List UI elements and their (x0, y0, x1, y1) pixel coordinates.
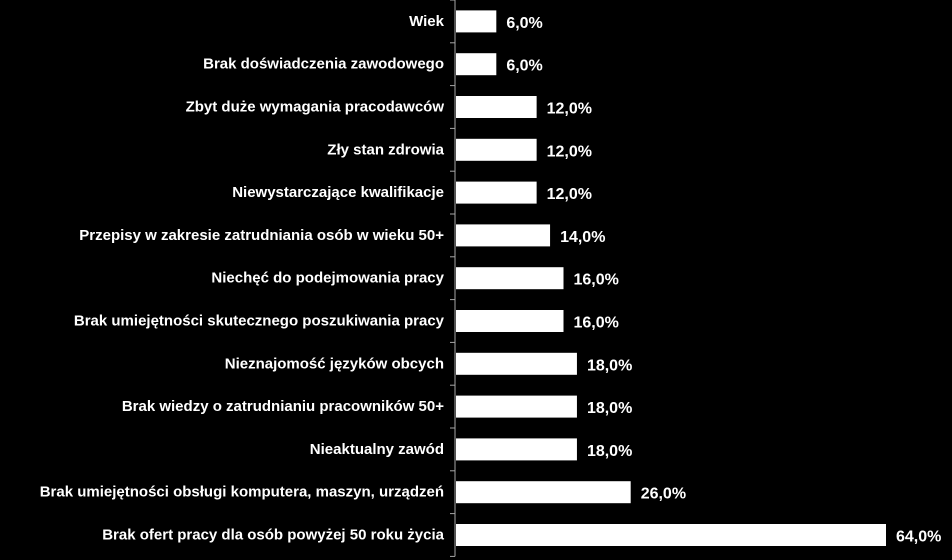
value-label: 12,0% (547, 143, 592, 160)
bar (456, 438, 577, 461)
category-label: Nieznajomość języków obcych (225, 355, 444, 372)
bar (456, 524, 886, 546)
category-label: Wiek (409, 13, 445, 30)
category-label: Przepisy w zakresie zatrudniania osób w … (79, 227, 444, 244)
value-label: 12,0% (547, 101, 592, 118)
bar (456, 310, 564, 332)
bars-group (456, 10, 886, 546)
value-label: 6,0% (506, 15, 542, 32)
value-label: 18,0% (587, 443, 632, 460)
value-label: 6,0% (506, 58, 542, 75)
category-label: Brak umiejętności skutecznego poszukiwan… (74, 313, 445, 330)
bar (456, 224, 551, 247)
category-label: Brak doświadczenia zawodowego (203, 56, 444, 73)
value-label: 26,0% (641, 486, 686, 503)
value-label: 16,0% (574, 272, 619, 289)
bar (456, 481, 631, 504)
bar (456, 53, 497, 76)
value-label: 64,0% (896, 529, 941, 546)
bar (456, 395, 577, 418)
category-label: Brak umiejętności obsługi komputera, mas… (40, 484, 444, 501)
bar (456, 96, 537, 118)
value-label: 18,0% (587, 357, 632, 374)
category-label: Zbyt duże wymagania pracodawców (186, 99, 445, 116)
bar (456, 267, 564, 290)
category-label: Niechęć do podejmowania pracy (211, 270, 444, 287)
bar (456, 181, 537, 204)
value-label: 16,0% (574, 315, 619, 332)
value-label: 14,0% (560, 229, 605, 246)
value-labels: 6,0% 6,0% 12,0% 12,0% 12,0% 14,0% 16,0% 16,0% 18… (506, 15, 941, 546)
category-label: Zły stan zdrowia (327, 141, 444, 158)
category-label: Nieaktualny zawód (310, 441, 444, 458)
bar (456, 352, 577, 375)
category-label: Brak wiedzy o zatrudnianiu pracowników 5… (122, 398, 444, 415)
value-label: 18,0% (587, 400, 632, 417)
category-label: Brak ofert pracy dla osób powyżej 50 rok… (102, 527, 444, 544)
category-axis-ticks (450, 0, 455, 557)
category-labels: Wiek Brak doświadczenia zawodowego Zbyt du… (40, 13, 445, 544)
category-label: Niewystarczające kwalifikacje (232, 184, 444, 201)
bar (456, 138, 537, 161)
value-label: 12,0% (547, 186, 592, 203)
bar (456, 10, 497, 33)
